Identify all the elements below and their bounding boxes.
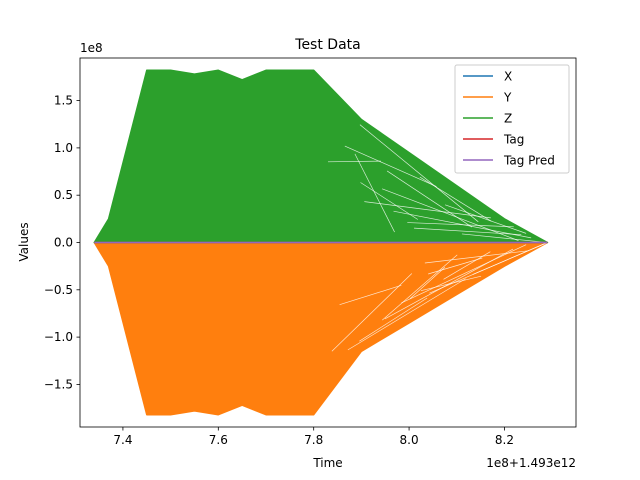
x-axis-label: Time	[312, 456, 342, 470]
series-streak	[409, 267, 446, 299]
series-streak	[359, 297, 428, 342]
series-streak	[386, 170, 473, 228]
y-tick-label: 0.5	[54, 188, 73, 202]
y-tick-label: −0.5	[44, 283, 73, 297]
series-layer	[93, 69, 549, 416]
legend-label: Tag Pred	[503, 154, 555, 168]
series-envelope	[93, 69, 549, 244]
x-tick-label: 7.6	[209, 433, 228, 447]
legend-box	[454, 64, 570, 174]
series-streak	[347, 278, 466, 351]
x-tick-label: 8.0	[400, 433, 419, 447]
series-streak	[428, 257, 483, 275]
series-streak	[381, 188, 519, 241]
series-streak	[461, 233, 548, 243]
y-scale-label: 1e8	[80, 41, 103, 55]
y-tick-label: −1.0	[44, 330, 73, 344]
y-tick-label: 1.0	[54, 141, 73, 155]
series-streak	[424, 250, 529, 264]
series-streak	[472, 242, 548, 275]
x-tick-label: 7.8	[304, 433, 323, 447]
series-streak	[359, 124, 479, 223]
series-streak	[444, 204, 527, 234]
series-streak	[360, 182, 419, 220]
series-streak	[364, 201, 491, 219]
series-streak	[420, 275, 482, 291]
legend-label: Z	[504, 112, 512, 126]
series-streak	[354, 153, 395, 233]
series-z	[93, 69, 549, 244]
series-streak	[344, 145, 437, 187]
y-tick-label: 0.0	[54, 236, 73, 250]
y-axis: −1.5 −1.0 −0.5 0.0 0.5 1.0 1.5	[44, 94, 80, 391]
x-axis: 7.4 7.6 7.8 8.0 8.2	[113, 427, 514, 447]
series-y	[93, 241, 549, 416]
series-streak	[443, 251, 491, 280]
series-streak	[401, 244, 527, 304]
legend-label: Tag	[503, 133, 524, 147]
y-tick-label: −1.5	[44, 377, 73, 391]
x-offset-label: 1e8+1.493e12	[486, 456, 576, 470]
chart-title: Test Data	[294, 37, 360, 53]
series-streak	[339, 284, 402, 306]
x-tick-label: 8.2	[495, 433, 514, 447]
series-streak	[382, 254, 458, 321]
series-streak	[407, 222, 514, 228]
series-streak	[327, 160, 381, 163]
series-streak	[413, 227, 522, 236]
y-axis-label: Values	[17, 222, 31, 261]
legend-label: X	[504, 70, 512, 84]
legend: XYZ Tag Tag Pred	[454, 64, 570, 174]
series-envelope	[93, 241, 549, 416]
legend-label: Y	[503, 91, 512, 105]
x-tick-label: 7.4	[113, 433, 132, 447]
y-tick-label: 1.5	[54, 94, 73, 108]
